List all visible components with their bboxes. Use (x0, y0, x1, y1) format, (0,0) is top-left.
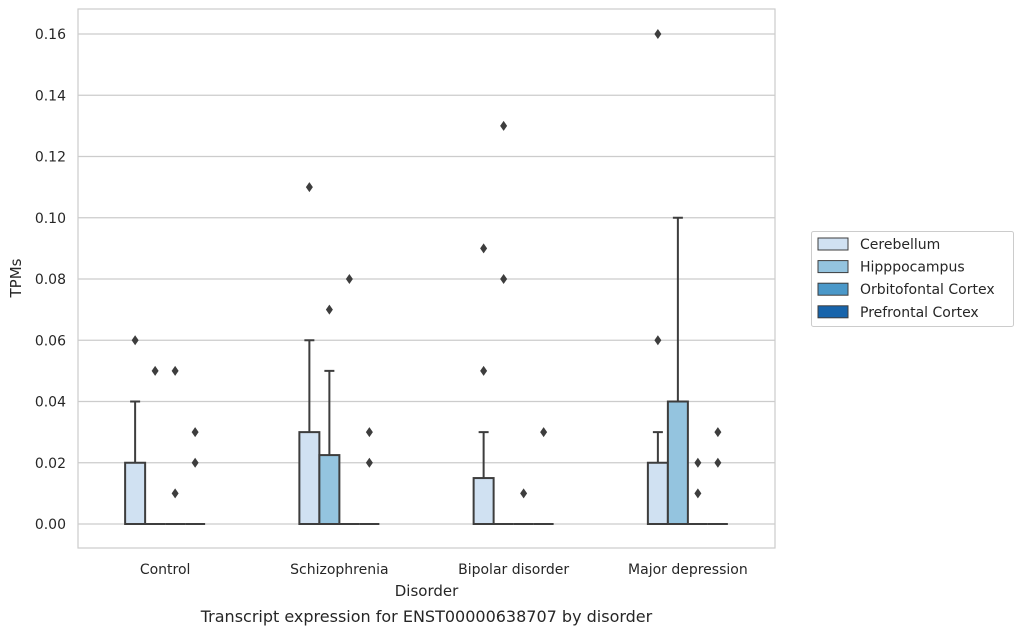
box (472, 431, 495, 525)
outlier-point (345, 274, 353, 284)
plot-frame (77, 8, 776, 549)
outlier-point (654, 335, 662, 346)
outlier-point (480, 365, 488, 376)
outlier-point (191, 427, 199, 438)
outlier-point (714, 457, 722, 468)
y-tick-label: 0.00 (35, 517, 66, 533)
box-rect (318, 454, 341, 525)
legend-label: Prefrontal Cortex (860, 305, 979, 321)
x-tick-label: Schizophrenia (290, 562, 388, 578)
outlier-point (305, 182, 313, 193)
legend-swatch (817, 260, 849, 274)
y-tick-label: 0.04 (35, 395, 66, 411)
legend-frame (811, 231, 1014, 327)
outlier-point (540, 427, 548, 438)
y-tick-label: 0.14 (35, 88, 66, 104)
x-tick-label: Bipolar disorder (458, 562, 569, 578)
box-series (124, 216, 728, 525)
outlier-points (131, 29, 722, 499)
y-tick-label: 0.08 (35, 272, 66, 288)
box (318, 369, 341, 525)
chart-caption: Transcript expression for ENST0000063870… (200, 607, 653, 626)
y-tick-label: 0.02 (35, 456, 66, 472)
legend-swatch (817, 305, 849, 319)
outlier-point (171, 488, 179, 499)
x-tick-label: Control (140, 562, 191, 578)
box-rect (646, 461, 669, 525)
legend-swatch (817, 237, 849, 251)
y-tick-label: 0.10 (35, 211, 66, 227)
box (124, 400, 147, 525)
outlier-point (520, 488, 528, 499)
box (666, 216, 689, 525)
outlier-point (654, 29, 662, 39)
x-tick-label: Major depression (628, 562, 748, 578)
box-rect (298, 431, 321, 525)
y-axis-ticks: 0.00 0.02 0.04 0.06 0.08 0.10 0.12 0.14 0.16 (35, 27, 66, 533)
legend-label: Cerebellum (860, 237, 940, 253)
outlier-point (480, 243, 488, 254)
box-rect (124, 461, 147, 525)
outlier-point (365, 457, 373, 468)
box (646, 431, 669, 525)
legend-label: Hipppocampus (860, 260, 965, 276)
outlier-point (151, 365, 159, 376)
outlier-point (500, 120, 508, 131)
box-rect (666, 400, 689, 525)
legend-label: Orbitofontal Cortex (860, 282, 995, 298)
x-axis-label: Disorder (395, 582, 459, 600)
outlier-point (131, 335, 139, 346)
y-tick-label: 0.12 (35, 150, 66, 166)
box (298, 339, 321, 525)
box-rect (472, 477, 495, 525)
x-axis-ticks: Control Schizophrenia Bipolar disorder Majo… (140, 562, 748, 578)
outlier-point (714, 427, 722, 438)
y-tick-label: 0.16 (35, 27, 66, 43)
y-axis-label: TPMs (7, 258, 25, 298)
outlier-point (500, 274, 508, 284)
outlier-point (325, 304, 333, 315)
outlier-point (365, 427, 373, 438)
legend-swatch (817, 282, 849, 296)
y-tick-label: 0.06 (35, 333, 66, 349)
outlier-point (694, 488, 702, 499)
outlier-point (191, 457, 199, 468)
legend: Cerebellum Hipppocampus Orbitofontal Corte… (811, 231, 1014, 327)
outlier-point (171, 365, 179, 376)
outlier-point (694, 457, 702, 468)
